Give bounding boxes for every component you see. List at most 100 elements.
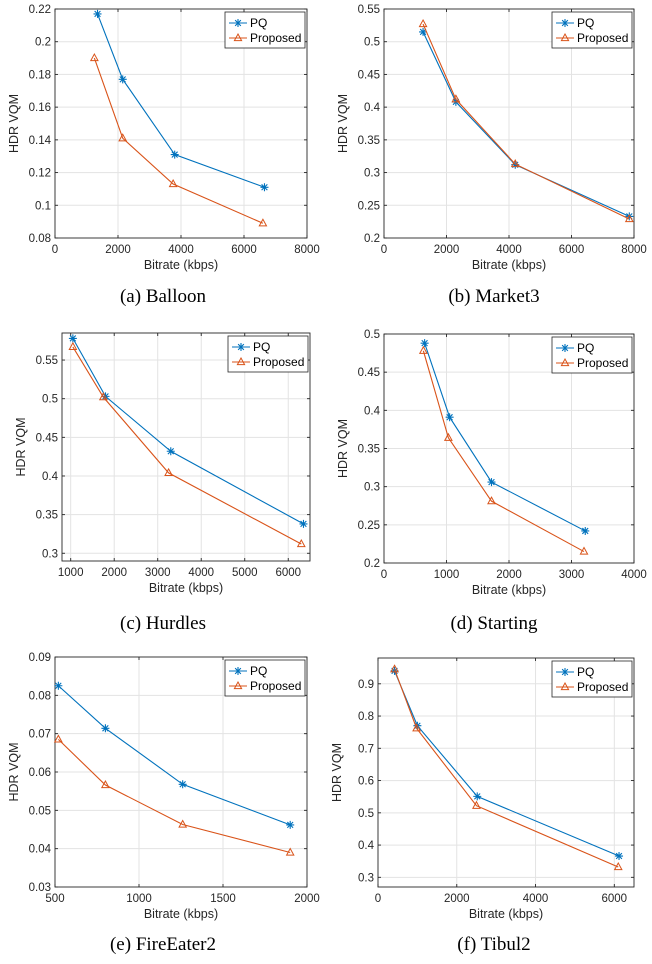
data-point-pq [260,183,269,192]
data-point-pq [625,212,634,221]
y-tick-label: 0.7 [358,743,374,755]
legend-marker-pq [561,668,569,676]
data-point-proposed [390,664,399,673]
data-point-proposed [258,218,268,227]
x-tick-label: 5000 [232,567,258,579]
data-point-proposed [100,779,110,789]
y-tick-label: 0.5 [358,808,374,820]
legend-box [224,11,306,49]
axes-frame [377,657,635,888]
data-point-proposed [579,546,589,555]
y-tick-label: 0.04 [29,844,52,856]
data-point-proposed [418,19,428,28]
legend-label: PQ [250,16,267,30]
x-tick-label: 6000 [602,893,628,905]
series-line-pq [57,685,291,826]
chart-panel-6: 0 2000 4000 6000 0.3 0.4 0.5 0.6 0.7 0.8 0.9 Bitrat… [330,657,635,955]
x-axis-label: Bitrate (kbps) [149,581,223,595]
y-tick-label: 0.9 [358,679,374,691]
data-point-pq [390,666,399,675]
x-tick-label: 2000 [434,244,460,256]
data-point-pq [511,160,520,169]
x-tick-label: 0 [375,893,381,905]
y-tick-label: 0.55 [358,4,380,16]
data-point-proposed [285,847,295,856]
chart-panel-5: 500 1000 1500 2000 0.03 0.04 0.05 0.06 0.07 0.08 0… [7,652,320,955]
data-point-proposed [487,496,496,505]
legend-label: PQ [250,664,267,678]
legend-label: Proposed [250,31,301,45]
legend-label: Proposed [250,679,301,693]
legend-marker-pq [237,343,245,351]
y-tick-label: 0.5 [364,329,380,341]
y-tick-label: 0.5 [364,37,380,49]
x-tick-label: 1000 [58,567,84,579]
y-axis-label: HDR VQM [7,742,21,801]
y-tick-label: 0.3 [364,482,380,494]
series-line-proposed [422,23,630,220]
subfigure-caption: (a) Balloon [120,286,207,307]
data-point-proposed [412,723,422,732]
y-tick-label: 0.22 [29,4,51,16]
legend-box [551,336,633,374]
data-point-proposed [624,213,634,223]
x-tick-label: 8000 [294,244,320,256]
x-tick-label: 1500 [210,893,236,905]
data-point-proposed [296,538,306,548]
y-tick-label: 0.5 [42,394,58,406]
y-tick-label: 0.08 [29,690,51,702]
y-tick-label: 0.45 [358,367,380,379]
series-line-pq [422,31,630,217]
x-axis-label: Bitrate (kbps) [469,907,543,921]
x-tick-label: 2000 [444,893,470,905]
series-line-pq [72,338,304,525]
x-tick-label: 4000 [523,893,549,905]
series-line-pq [97,13,265,188]
data-point-proposed [613,861,623,871]
y-axis-label: HDR VQM [336,94,350,153]
data-point-pq [286,820,295,829]
data-point-pq [420,339,429,348]
x-tick-label: 2000 [294,893,320,905]
x-tick-label: 2000 [496,569,522,581]
x-tick-label: 4000 [188,567,214,579]
x-tick-label: 6000 [231,244,257,256]
legend-label: Proposed [253,355,304,369]
x-tick-label: 8000 [621,244,647,256]
data-point-pq [101,724,110,733]
legend-marker-pq [561,19,569,27]
data-point-proposed [178,819,188,828]
legend-marker-pq [234,19,242,27]
y-tick-label: 0.07 [29,729,51,741]
x-tick-label: 2000 [101,567,127,579]
data-point-pq [487,478,496,487]
legend-marker-proposed [233,680,243,690]
y-axis-label: HDR VQM [336,419,350,478]
legend-box [551,11,633,49]
data-point-pq [445,413,454,422]
x-tick-label: 4000 [621,569,647,581]
data-point-proposed [98,392,108,401]
y-tick-label: 0.05 [29,805,51,817]
legend-label: PQ [253,340,270,354]
legend-marker-pq [234,667,242,675]
data-point-proposed [472,800,481,809]
data-point-pq [299,519,308,528]
y-tick-label: 0.03 [29,882,51,894]
y-axis-label: HDR VQM [330,743,344,802]
legend-label: Proposed [577,31,628,45]
y-tick-label: 0.06 [29,767,51,779]
legend-box [551,660,633,698]
y-axis-label: HDR VQM [14,417,28,476]
data-point-proposed [418,345,428,354]
data-point-proposed [510,159,520,168]
y-tick-label: 0.08 [29,233,51,245]
data-point-proposed [118,133,128,142]
y-tick-label: 0.2 [364,558,380,570]
subfigure-caption: (c) Hurdles [120,613,206,634]
data-point-pq [68,334,77,343]
x-tick-label: 6000 [275,567,301,579]
data-point-proposed [168,178,178,188]
